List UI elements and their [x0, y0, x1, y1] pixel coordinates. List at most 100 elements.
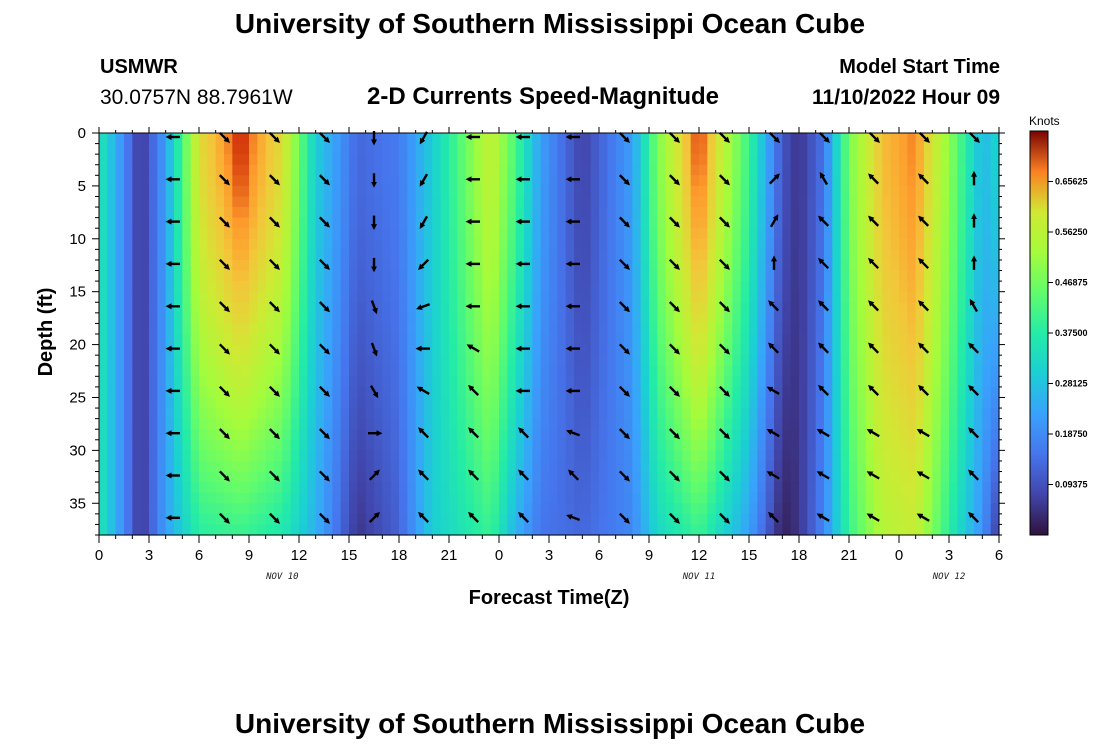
- heatmap-cell: [799, 355, 808, 367]
- heatmap-cell: [432, 386, 442, 399]
- heatmap-cell: [190, 334, 200, 346]
- heatmap-cell: [390, 238, 400, 250]
- heatmap-cell: [932, 376, 942, 388]
- y-tick-label: 10: [69, 231, 86, 248]
- heatmap-cell: [482, 154, 492, 166]
- heatmap-cell: [182, 386, 192, 399]
- heatmap-cell: [957, 228, 967, 240]
- heatmap-cell: [949, 259, 958, 272]
- heatmap-cell: [199, 154, 208, 166]
- current-vector-arrow: [368, 511, 380, 523]
- heatmap-cell: [749, 291, 758, 303]
- heatmap-cell: [674, 291, 683, 303]
- heatmap-cell: [524, 154, 533, 166]
- heatmap-cell: [715, 439, 725, 451]
- heatmap-cell: [282, 196, 292, 208]
- heatmap-cell: [657, 154, 667, 166]
- heatmap-cell: [774, 196, 783, 208]
- heatmap-cell: [715, 365, 725, 377]
- heatmap-cell: [582, 418, 592, 430]
- heatmap-cell: [432, 471, 442, 483]
- heatmap-cell: [340, 175, 350, 187]
- heatmap-cell: [474, 460, 483, 473]
- heatmap-cell: [732, 524, 742, 536]
- heatmap-cell: [715, 312, 725, 325]
- heatmap-cell: [707, 312, 717, 325]
- heatmap-cell: [682, 185, 692, 198]
- x-tick-label: 18: [791, 547, 808, 564]
- heatmap-cell: [832, 154, 842, 166]
- heatmap-cell: [682, 154, 692, 166]
- heatmap-cell: [465, 397, 475, 409]
- heatmap-cell: [190, 386, 200, 399]
- heatmap-cell: [332, 133, 342, 145]
- heatmap-cell: [824, 334, 833, 346]
- heatmap-cell: [132, 238, 142, 250]
- heatmap-cell: [690, 291, 700, 303]
- heatmap-cell: [415, 270, 425, 282]
- heatmap-cell: [340, 503, 350, 515]
- heatmap-cell: [649, 291, 658, 303]
- heatmap-cell: [640, 270, 650, 282]
- heatmap-cell: [299, 175, 308, 187]
- heatmap-cell: [682, 355, 692, 367]
- heatmap-cell: [224, 270, 233, 282]
- heatmap-cell: [374, 175, 383, 187]
- heatmap-cell: [932, 482, 942, 494]
- current-vector-arrow: [818, 257, 830, 270]
- heatmap-cell: [882, 143, 892, 155]
- heatmap-cell: [549, 450, 558, 462]
- heatmap-cell: [649, 344, 658, 356]
- heatmap-cell: [924, 143, 933, 155]
- heatmap-cell: [132, 302, 142, 314]
- heatmap-cell: [115, 164, 125, 176]
- heatmap-cell: [232, 217, 242, 229]
- heatmap-cell: [182, 344, 192, 356]
- current-vector-arrow: [718, 131, 730, 143]
- heatmap-cell: [124, 291, 133, 303]
- heatmap-cell: [657, 185, 667, 198]
- heatmap-cell: [724, 376, 733, 388]
- heatmap-cell: [599, 386, 608, 399]
- heatmap-cell: [765, 185, 775, 198]
- heatmap-cell: [740, 460, 750, 473]
- heatmap-cell: [207, 376, 217, 388]
- heatmap-cell: [632, 238, 642, 250]
- heatmap-cell: [232, 228, 242, 240]
- heatmap-cell: [374, 143, 383, 155]
- heatmap-cell: [632, 185, 642, 198]
- heatmap-cell: [440, 355, 450, 367]
- heatmap-cell: [965, 185, 975, 198]
- heatmap-cell: [232, 471, 242, 483]
- heatmap-cell: [657, 418, 667, 430]
- heatmap-cell: [282, 259, 292, 272]
- heatmap-cell: [290, 344, 300, 356]
- heatmap-cell: [132, 513, 142, 526]
- heatmap-cell: [565, 133, 575, 145]
- heatmap-cell: [890, 302, 900, 314]
- heatmap-cell: [440, 429, 450, 441]
- heatmap-cell: [824, 217, 833, 229]
- heatmap-cell: [324, 450, 333, 462]
- heatmap-cell: [532, 281, 542, 293]
- heatmap-cell: [349, 281, 358, 293]
- heatmap-cell: [965, 312, 975, 325]
- heatmap-cell: [249, 386, 258, 399]
- heatmap-cell: [799, 238, 808, 250]
- heatmap-cell: [240, 365, 250, 377]
- heatmap-cell: [949, 397, 958, 409]
- heatmap-cell: [174, 503, 183, 515]
- heatmap-cell: [990, 185, 1000, 198]
- heatmap-cell: [682, 164, 692, 176]
- heatmap-cell: [199, 281, 208, 293]
- heatmap-cell: [649, 418, 658, 430]
- heatmap-cell: [907, 270, 917, 282]
- heatmap-cell: [182, 460, 192, 473]
- heatmap-cell: [599, 365, 608, 377]
- heatmap-cell: [674, 492, 683, 504]
- heatmap-cell: [140, 482, 150, 494]
- heatmap-cell: [599, 281, 608, 293]
- heatmap-cell: [515, 482, 525, 494]
- heatmap-cell: [274, 397, 283, 409]
- heatmap-cell: [607, 291, 617, 303]
